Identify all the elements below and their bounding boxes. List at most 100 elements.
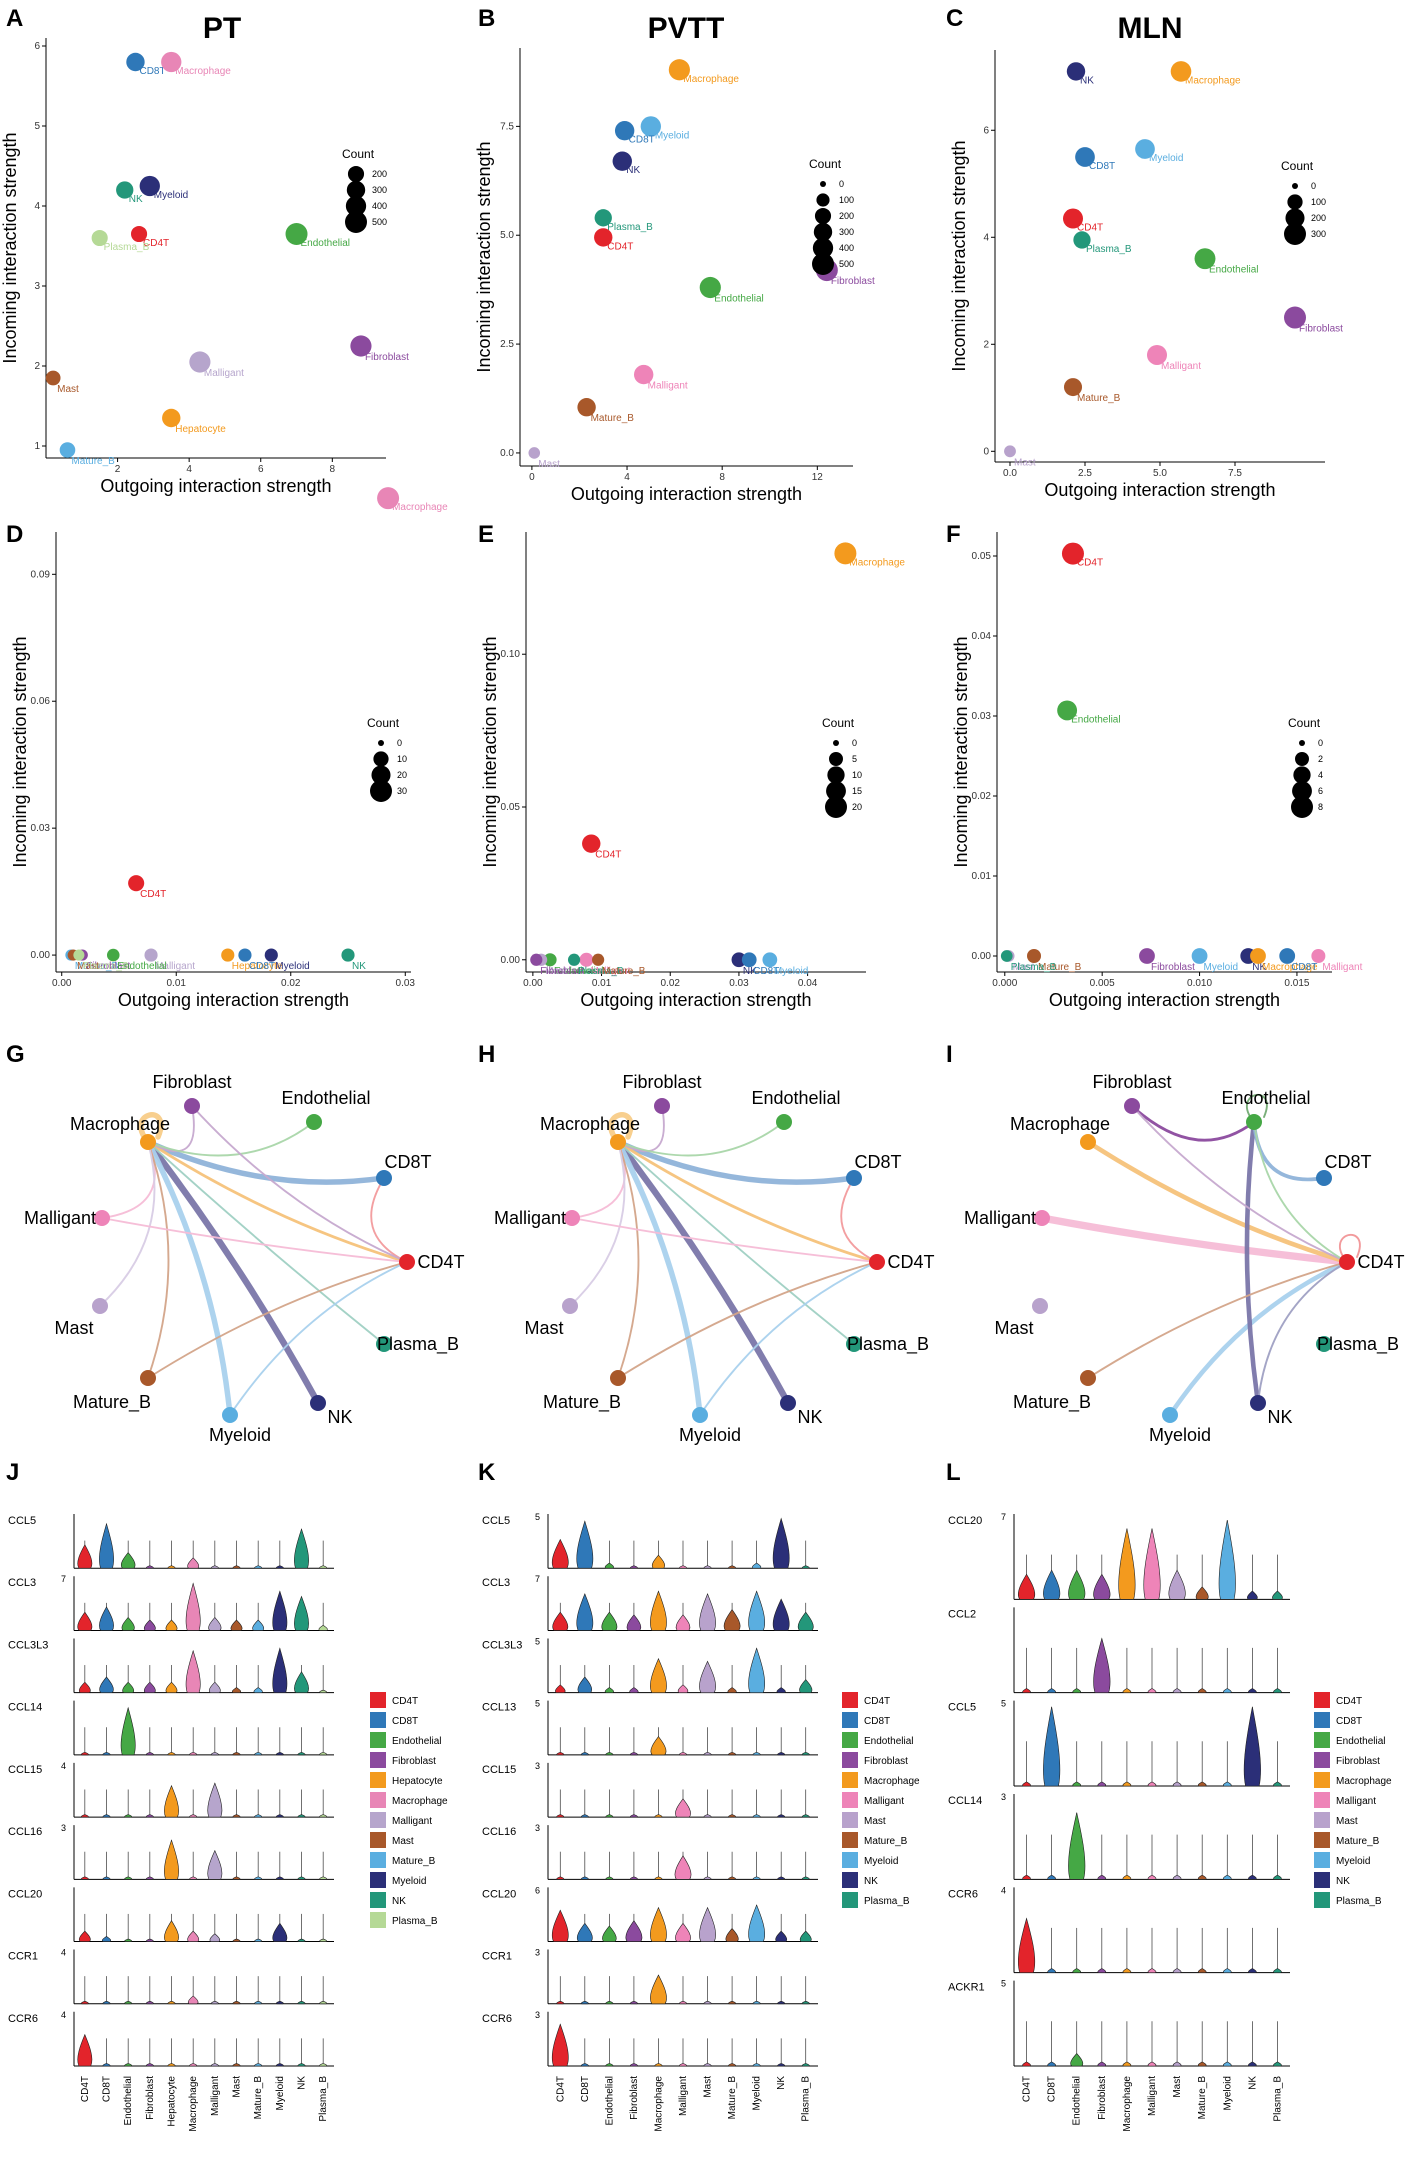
- network-node: [1250, 1395, 1266, 1411]
- size-legend-dot: [1284, 223, 1306, 245]
- data-point: [285, 223, 308, 245]
- x-tick-label: 0.015: [1284, 978, 1309, 989]
- legend-swatch: [370, 1872, 386, 1888]
- size-legend-label: 20: [852, 802, 862, 812]
- panel-letter-f: F: [946, 521, 961, 548]
- legend-swatch: [370, 1712, 386, 1728]
- network-node: [376, 1336, 392, 1352]
- data-point: [264, 948, 278, 962]
- legend-swatch: [842, 1872, 858, 1888]
- data-point: [577, 398, 596, 417]
- data-point: [139, 175, 160, 197]
- y-tick-label: 2.5: [500, 339, 514, 350]
- size-legend-label: 0: [839, 179, 844, 189]
- y-tick-label: 6: [983, 125, 989, 136]
- legend-swatch: [370, 1912, 386, 1928]
- network-edge: [571, 1217, 878, 1263]
- data-point: [1194, 248, 1216, 270]
- point-label: Malligant: [1322, 962, 1362, 973]
- gene-label: CCL20: [8, 1888, 42, 1900]
- x-tick-label: 4: [624, 472, 630, 483]
- legend-label: Mature_B: [392, 1856, 436, 1867]
- network-node-label: CD8T: [1324, 1152, 1371, 1172]
- violin-shape: [748, 1590, 766, 1631]
- point-label: Mast: [77, 961, 99, 972]
- violin-shape: [185, 1649, 201, 1693]
- legend-label: Myeloid: [392, 1876, 426, 1887]
- size-legend-dot: [378, 740, 384, 746]
- legend-swatch: [842, 1752, 858, 1768]
- violin-shape: [167, 2063, 176, 2067]
- violin-shape: [207, 1849, 223, 1880]
- violin-shape: [1222, 1688, 1232, 1693]
- legend-swatch: [1314, 1872, 1330, 1888]
- violin-shape: [1122, 1968, 1132, 1973]
- size-legend-dot: [1285, 208, 1305, 228]
- violin-shape: [580, 1751, 589, 1756]
- size-legend-label: 10: [852, 770, 862, 780]
- violin-shape: [1122, 2061, 1132, 2067]
- x-tick-label: 0.03: [396, 978, 416, 989]
- violin-shape: [799, 1930, 812, 1942]
- network-node-label: Fibroblast: [152, 1072, 231, 1092]
- gene-label: CCL15: [482, 1764, 516, 1776]
- size-legend-dot: [345, 211, 367, 233]
- violin-shape: [1197, 1688, 1207, 1693]
- data-point: [221, 948, 235, 962]
- network-node-label: NK: [327, 1407, 352, 1427]
- violin-shape: [210, 1751, 219, 1756]
- data-point: [377, 487, 400, 510]
- point-label: NK: [743, 966, 757, 977]
- size-legend-title: Count: [822, 716, 855, 730]
- legend-label: Mature_B: [864, 1836, 908, 1847]
- point-label: CD4T: [595, 850, 621, 861]
- legend-swatch: [842, 1692, 858, 1708]
- violin-shape: [145, 1876, 154, 1880]
- violin-shape: [1093, 1637, 1111, 1693]
- violin-shape: [723, 1609, 741, 1631]
- violin-shape: [318, 1624, 328, 1631]
- y-axis-title: Incoming interaction strength: [10, 636, 30, 867]
- violin-shape: [121, 1616, 135, 1631]
- violin-shape: [1197, 2061, 1207, 2067]
- legend-swatch: [842, 1772, 858, 1788]
- x-axis-title: Outgoing interaction strength: [100, 476, 331, 496]
- point-label: Myeloid: [655, 130, 689, 141]
- network-node: [310, 1395, 326, 1411]
- network-edge: [617, 1105, 665, 1153]
- panel-letter-c: C: [946, 5, 963, 32]
- cell-type-label: Malligant: [1147, 2076, 1158, 2116]
- violin-shape: [675, 1922, 691, 1942]
- network-edge: [1038, 1214, 1351, 1266]
- violin-shape: [576, 1922, 593, 1942]
- violin-shape: [650, 1657, 667, 1693]
- point-label: NK: [129, 194, 143, 205]
- gene-ymax: 3: [61, 1823, 66, 1833]
- gene-label: CCL2: [948, 1608, 976, 1620]
- violin-shape: [580, 1876, 589, 1880]
- violin-shape: [164, 1839, 179, 1880]
- violin-shape: [187, 1557, 200, 1569]
- network-node: [1080, 1370, 1096, 1386]
- violin-shape: [752, 2000, 761, 2005]
- data-point: [699, 276, 721, 299]
- y-tick-label: 6: [34, 41, 40, 52]
- network-edge: [147, 1121, 315, 1157]
- size-legend-label: 0: [397, 738, 402, 748]
- violin-shape: [101, 1935, 112, 1942]
- legend-swatch: [1314, 1712, 1330, 1728]
- violin-shape: [775, 1930, 788, 1942]
- network-node-label: Endothelial: [1221, 1088, 1310, 1108]
- violin-shape: [605, 2063, 614, 2067]
- violin-shape: [232, 1814, 241, 1818]
- legend-label: Macrophage: [392, 1796, 448, 1807]
- data-point: [1075, 147, 1095, 167]
- violin-shape: [602, 1925, 617, 1942]
- violin-shape: [189, 1751, 198, 1756]
- network-edge: [191, 1105, 408, 1263]
- network-node-label: CD8T: [384, 1152, 431, 1172]
- violin-shape: [654, 1814, 663, 1818]
- size-legend-dot: [812, 253, 834, 275]
- data-point: [1027, 949, 1042, 963]
- size-legend-dot: [1291, 796, 1313, 818]
